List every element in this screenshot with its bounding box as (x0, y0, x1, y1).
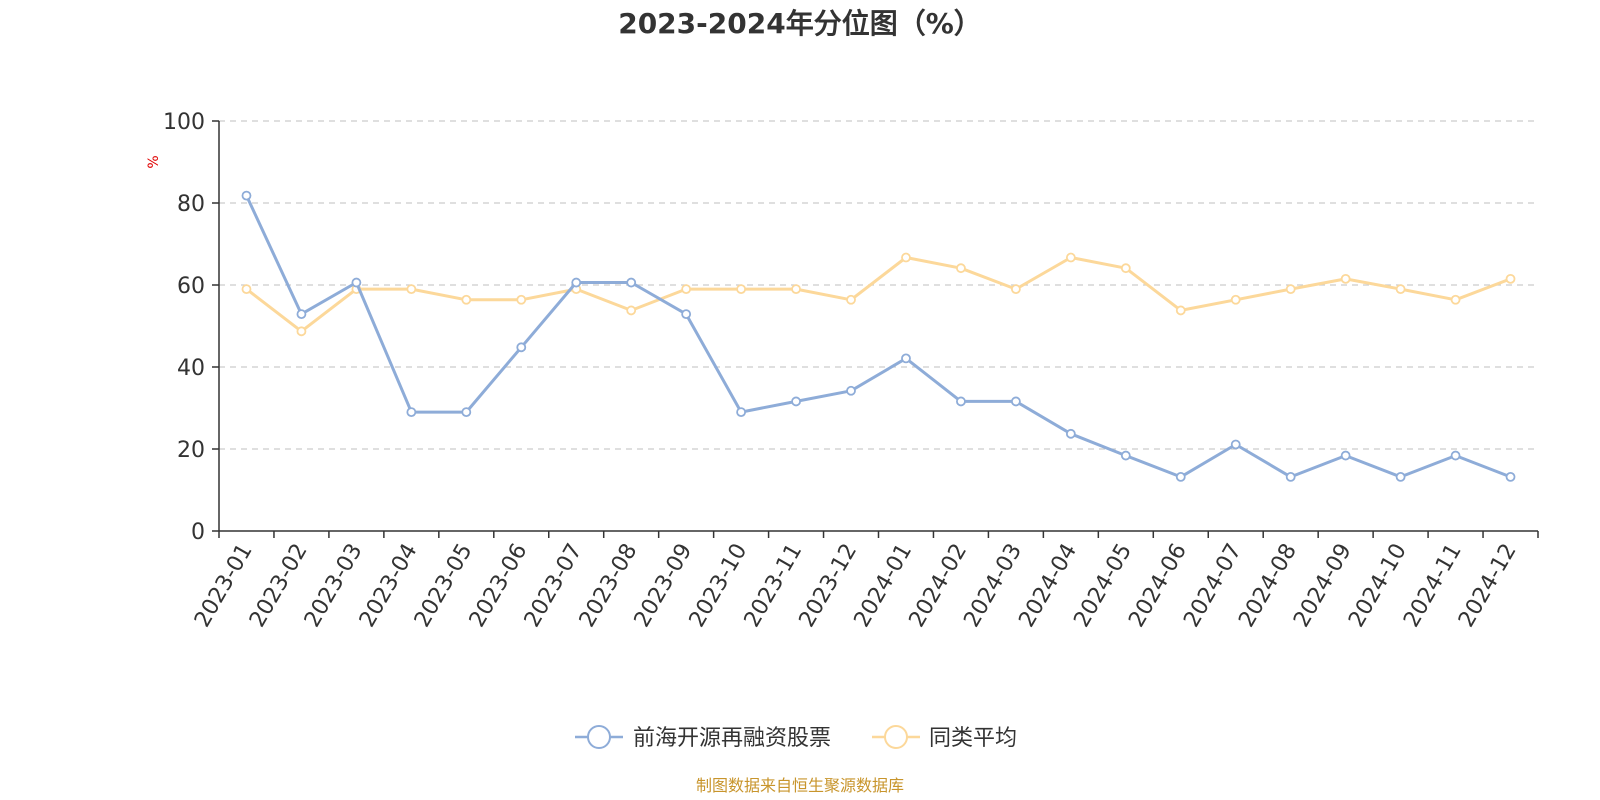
grid-lines (219, 120, 1538, 450)
data-point (1230, 294, 1241, 305)
series-0 (241, 190, 1516, 482)
data-point (1450, 294, 1461, 305)
data-point (681, 309, 692, 320)
data-point (241, 284, 252, 295)
data-point (461, 294, 472, 305)
data-point (1395, 471, 1406, 482)
data-point (1120, 450, 1131, 461)
data-point (791, 284, 801, 295)
data-point (1065, 252, 1076, 263)
series-1 (241, 252, 1516, 337)
legend-circle-icon (884, 725, 908, 749)
data-point (1065, 428, 1076, 439)
y-tick-label: 40 (177, 356, 205, 381)
data-point (516, 342, 527, 353)
data-point (241, 190, 252, 201)
data-point (461, 407, 472, 418)
data-point (1010, 396, 1021, 407)
series-layer (241, 190, 1516, 482)
x-tick-labels: 2023-012023-022023-032023-042023-052023-… (190, 540, 1522, 632)
data-point (846, 385, 856, 396)
legend-circle-icon (587, 725, 611, 749)
y-tick-label: 80 (177, 192, 205, 217)
data-point (1230, 439, 1241, 450)
data-point (791, 396, 801, 407)
legend-item-0: 前海开源再融资股票 (575, 725, 831, 751)
data-point (846, 294, 856, 305)
data-point (956, 396, 966, 407)
data-point (296, 326, 307, 337)
y-tick-labels: 0 20 40 60 80 100 (163, 110, 205, 545)
data-point (736, 284, 747, 295)
data-point (571, 277, 582, 288)
data-source-note: 制图数据来自恒生聚源数据库 (696, 776, 904, 795)
y-tick-label: 100 (163, 110, 205, 135)
axes (212, 120, 1539, 538)
y-axis-unit: % (146, 155, 162, 168)
data-point (626, 305, 637, 316)
data-point (956, 263, 966, 274)
y-tick-label: 0 (191, 520, 205, 545)
y-tick-label: 60 (177, 274, 205, 299)
series-line (245, 256, 1512, 333)
data-point (1450, 450, 1461, 461)
data-point (901, 353, 911, 364)
y-tick-label: 20 (177, 438, 205, 463)
data-point (1010, 284, 1021, 295)
data-point (1120, 263, 1131, 274)
data-point (1505, 273, 1516, 284)
data-point (1175, 471, 1186, 482)
data-point (1175, 305, 1186, 316)
data-point (736, 407, 747, 418)
data-point (1505, 471, 1516, 482)
chart-title: 2023-2024年分位图（%） (618, 7, 982, 40)
legend-item-1: 同类平均 (872, 725, 1017, 751)
data-point (1340, 450, 1351, 461)
data-point (516, 294, 527, 305)
legend-label: 同类平均 (929, 726, 1017, 751)
data-point (406, 407, 417, 418)
series-line (245, 194, 1512, 479)
data-point (901, 252, 911, 263)
legend: 前海开源再融资股票 同类平均 (575, 725, 1017, 751)
data-point (296, 309, 307, 320)
data-point (681, 284, 692, 295)
data-point (1285, 284, 1296, 295)
data-point (626, 277, 637, 288)
data-point (1340, 273, 1351, 284)
data-point (1285, 471, 1296, 482)
legend-label: 前海开源再融资股票 (633, 726, 831, 751)
data-point (1395, 284, 1406, 295)
data-point (351, 277, 362, 288)
data-point (406, 284, 417, 295)
